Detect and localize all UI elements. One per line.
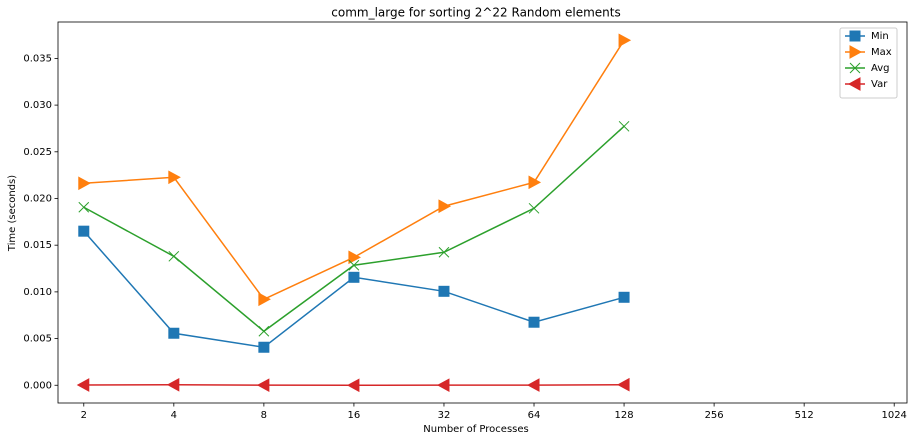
marker: [528, 175, 542, 190]
legend-label: Avg: [871, 63, 890, 74]
marker: [348, 250, 361, 265]
x-tick-label: 128: [615, 410, 634, 421]
y-tick-label: 0.010: [23, 287, 52, 298]
x-tick-label: 256: [705, 410, 724, 421]
plot-frame: [57, 21, 908, 404]
y-tick-label: 0.025: [23, 147, 52, 158]
x-tick-label: 16: [348, 410, 361, 421]
series-line: [83, 125, 625, 333]
x-tick-label: 512: [795, 410, 814, 421]
marker: [168, 327, 180, 339]
legend-marker: [849, 30, 861, 42]
marker: [348, 259, 360, 271]
marker: [78, 176, 91, 191]
y-tick-label: 0.030: [23, 100, 52, 111]
legend-label: Min: [871, 31, 889, 42]
marker: [528, 316, 540, 328]
legend-marker: [849, 45, 863, 59]
marker: [526, 378, 540, 392]
x-tick-label: 1024: [881, 410, 906, 421]
marker: [168, 170, 181, 185]
marker: [436, 378, 450, 393]
marker: [618, 291, 630, 303]
y-tick-label: 0.005: [23, 334, 52, 345]
x-tick-label: 32: [438, 410, 451, 421]
marker: [618, 120, 630, 132]
legend: Min Max Avg Var: [839, 27, 898, 99]
y-tick-label: 0.020: [23, 193, 52, 204]
legend-marker: [847, 77, 861, 91]
marker: [168, 250, 180, 262]
marker: [617, 377, 630, 392]
legend-label: Var: [871, 79, 888, 90]
y-tick-label: 0.035: [23, 53, 52, 64]
marker: [348, 271, 360, 283]
x-tick-label: 64: [528, 410, 541, 421]
legend-marker: [849, 62, 861, 74]
series-line: [83, 230, 625, 349]
x-tick-label: 2: [81, 410, 87, 421]
x-tick-label: 8: [261, 410, 267, 421]
marker: [78, 201, 90, 213]
marker: [78, 225, 90, 237]
marker: [166, 377, 180, 392]
marker: [528, 202, 540, 214]
marker: [618, 33, 632, 48]
y-axis-label: Time (seconds): [7, 175, 18, 252]
marker: [438, 199, 452, 214]
x-tick-label: 4: [171, 410, 177, 421]
marker: [346, 378, 360, 393]
marker: [256, 378, 270, 393]
legend-label: Max: [871, 47, 892, 58]
y-tick-label: 0.000: [23, 380, 52, 391]
marker: [438, 285, 450, 297]
x-axis-label: Number of Processes: [423, 424, 528, 435]
marker: [438, 246, 450, 258]
marker: [258, 341, 270, 353]
legend-box: [839, 27, 898, 99]
marker: [76, 378, 90, 392]
marker: [258, 292, 271, 307]
marker: [258, 325, 270, 337]
chart-title: comm_large for sorting 2^22 Random eleme…: [331, 6, 620, 20]
y-tick-label: 0.015: [23, 240, 52, 251]
